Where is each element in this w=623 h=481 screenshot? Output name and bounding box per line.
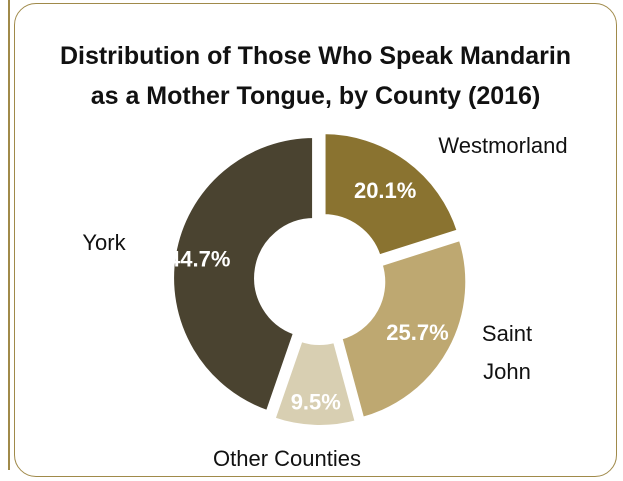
chart-title: Distribution of Those Who Speak Mandarin… xyxy=(14,36,617,116)
category-label-westmorland: Westmorland xyxy=(438,133,567,158)
value-label-other-counties: 9.5% xyxy=(291,389,341,414)
category-label-other-counties: Other Counties xyxy=(213,446,361,471)
value-label-westmorland: 20.1% xyxy=(354,178,416,203)
chart-title-line-1: Distribution of Those Who Speak Mandarin xyxy=(59,42,572,70)
left-panel-edge xyxy=(0,0,10,470)
value-label-saint-john: 25.7% xyxy=(386,320,448,345)
slice-westmorland xyxy=(321,130,462,260)
category-label-york: York xyxy=(82,230,126,255)
slice-saint-john xyxy=(337,236,470,422)
chart-title-line-2: as a Mother Tongue, by County (2016) xyxy=(90,82,541,110)
slice-other-counties xyxy=(270,337,360,429)
slice-york xyxy=(170,134,317,415)
category-label-saint-john: Saint John xyxy=(482,321,532,384)
value-label-york: 44.7% xyxy=(168,247,230,272)
